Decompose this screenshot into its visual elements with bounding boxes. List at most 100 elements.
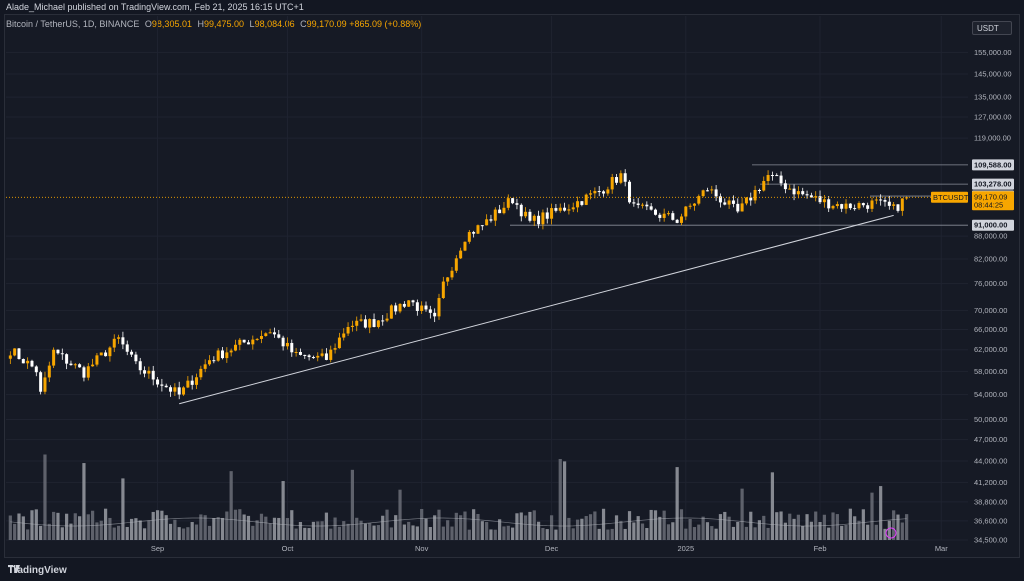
volume-bar [164, 515, 168, 540]
volume-bar [762, 515, 766, 540]
candle-body [602, 191, 606, 194]
volume-bar [666, 524, 671, 540]
candle-body [671, 213, 675, 220]
volume-bar [502, 526, 506, 540]
candle-body [285, 342, 289, 347]
candle-body [407, 300, 411, 307]
candle-body [593, 191, 597, 194]
candle-body [39, 372, 43, 392]
volume-bar [415, 526, 419, 540]
candle-body [428, 309, 432, 313]
volume-bar [610, 528, 614, 540]
candle-body [324, 353, 328, 360]
volume-bar [623, 528, 627, 540]
candle-body [212, 360, 216, 362]
candle-body [485, 219, 489, 226]
candle-body [13, 348, 17, 356]
volume-bar [238, 509, 242, 540]
candle-body [736, 203, 740, 212]
volume-bar [749, 511, 753, 540]
volume-bar [459, 515, 463, 540]
currency-selector[interactable]: USDT [972, 21, 1012, 35]
candle-body [56, 349, 60, 354]
volume-bar [498, 519, 502, 540]
symbol-name[interactable]: Bitcoin / TetherUS, 1D, BINANCE [6, 19, 140, 29]
candle-body [649, 206, 653, 210]
low-value: 98,084.06 [254, 19, 295, 29]
candle-body [532, 215, 536, 221]
candle-body [753, 189, 757, 201]
replay-icon[interactable] [885, 527, 897, 539]
volume-bar [34, 509, 38, 540]
candle-body [47, 365, 51, 378]
candle-body [65, 354, 69, 364]
open-value: 98,305.01 [151, 19, 192, 29]
volume-bar [207, 525, 212, 540]
volume-bar [82, 463, 86, 540]
y-tick-label: 127,000.00 [974, 113, 1012, 122]
volume-bar [848, 508, 852, 540]
volume-bar [108, 517, 112, 540]
volume-bar [272, 517, 277, 540]
volume-bar [411, 525, 415, 540]
price-level-label: 91,000.00 [974, 221, 1007, 230]
volume-bar [809, 521, 813, 540]
volume-bar [43, 454, 47, 540]
volume-bar [285, 518, 290, 540]
candle-body [619, 173, 623, 183]
volume-bar [134, 518, 138, 540]
volume-bar [303, 527, 307, 540]
price-level-tag[interactable] [972, 219, 1014, 231]
volume-bar [125, 526, 129, 540]
volume-bar [874, 524, 878, 540]
volume-bar [155, 510, 160, 540]
price-level-tag[interactable] [972, 159, 1014, 171]
candle-body [506, 198, 510, 208]
price-level-tag[interactable] [972, 178, 1014, 190]
volume-bar [446, 520, 450, 540]
candle-body [576, 201, 580, 208]
y-tick-label: 50,000.00 [974, 415, 1007, 424]
candle-body [203, 364, 207, 369]
candle-body [281, 337, 285, 347]
candle-body [679, 216, 683, 223]
candle-body [757, 189, 761, 191]
volume-bar [203, 515, 207, 540]
volume-bar [883, 528, 887, 540]
candle-countdown: 08:44:25 [974, 200, 1003, 209]
volume-bar [350, 469, 354, 540]
last-price-tag[interactable] [972, 191, 1014, 211]
candle-body [156, 379, 160, 385]
volume-bar [316, 521, 320, 540]
volume-bar [78, 516, 82, 540]
volume-bar [199, 514, 203, 540]
volume-bar [337, 526, 342, 540]
candle-body [216, 350, 220, 361]
candle-body [264, 333, 268, 337]
volume-bar [298, 521, 303, 540]
trendline[interactable] [179, 214, 894, 405]
candle-body [818, 196, 822, 203]
volume-bar [463, 511, 467, 540]
candle-body [298, 351, 302, 355]
volume-bar [333, 517, 337, 540]
volume-bar [363, 523, 367, 540]
volume-bar [753, 527, 757, 540]
y-tick-label: 119,000.00 [974, 134, 1011, 143]
volume-bar [770, 472, 775, 540]
candle-body [511, 198, 515, 204]
candle-body [34, 366, 38, 373]
volume-bar [225, 511, 229, 540]
candle-body [246, 342, 250, 345]
candle-body [584, 194, 588, 205]
y-tick-label: 47,000.00 [974, 435, 1007, 444]
y-tick-label: 82,000.00 [974, 254, 1007, 263]
volume-bar [779, 511, 783, 540]
volume-bar [99, 520, 103, 540]
volume-bar [679, 509, 684, 540]
volume-bar [121, 478, 125, 540]
candle-body [268, 332, 272, 334]
volume-bar [194, 524, 199, 540]
chart-frame[interactable] [4, 14, 1020, 558]
